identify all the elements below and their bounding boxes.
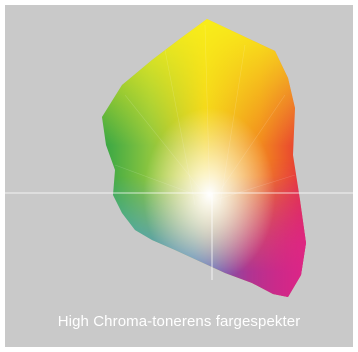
- gamut-solid: [102, 19, 306, 297]
- gamut-diagram: [5, 19, 353, 297]
- image-panel: High Chroma-tonerens fargespekter: [5, 5, 353, 347]
- image-caption: High Chroma-tonerens fargespekter: [57, 313, 301, 330]
